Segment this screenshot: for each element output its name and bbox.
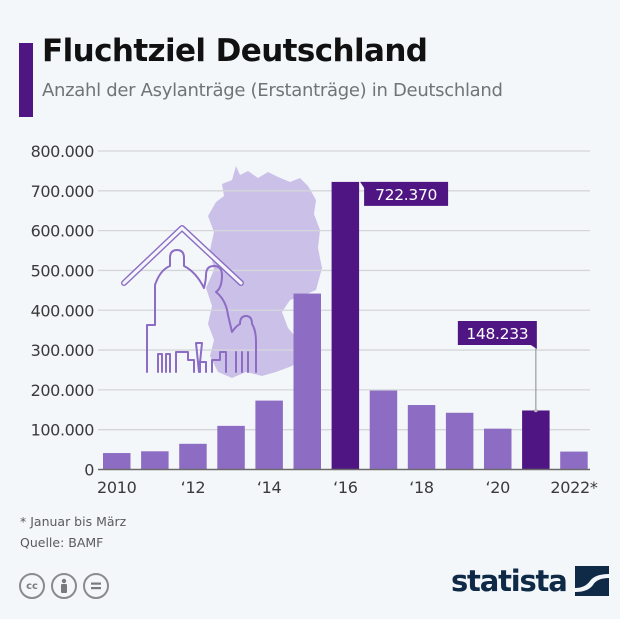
x-tick-label: ‘18 bbox=[409, 478, 434, 497]
license-icons: cc bbox=[19, 573, 109, 599]
y-tick-label: 400.000 bbox=[31, 301, 95, 320]
title-accent-bar bbox=[19, 43, 33, 117]
data-label-dot bbox=[534, 408, 538, 413]
bar-2021[interactable] bbox=[522, 410, 550, 470]
y-tick-label: 300.000 bbox=[31, 341, 95, 360]
family-house-illustration bbox=[121, 225, 257, 373]
bar-2011[interactable] bbox=[141, 451, 169, 470]
data-label-2021: 148.233 bbox=[457, 321, 538, 413]
footnote-source: Quelle: BAMF bbox=[20, 535, 104, 550]
bar-2019[interactable] bbox=[445, 412, 474, 470]
x-tick-label: 2010 bbox=[97, 478, 137, 497]
x-tick-label: ‘12 bbox=[181, 478, 206, 497]
bar-2016[interactable] bbox=[331, 181, 360, 470]
bar-2018[interactable] bbox=[407, 405, 436, 470]
x-tick-label: ‘20 bbox=[485, 478, 510, 497]
statista-wordmark: statista bbox=[451, 564, 568, 598]
statista-logo[interactable]: statista bbox=[451, 564, 609, 598]
bar-2013[interactable] bbox=[217, 425, 245, 470]
data-label-box bbox=[457, 321, 537, 349]
attribution-icon[interactable] bbox=[51, 573, 77, 599]
y-tick-label: 0 bbox=[84, 461, 94, 480]
x-tick-label: ‘16 bbox=[333, 478, 358, 497]
y-tick-label: 200.000 bbox=[31, 381, 95, 400]
bar-2015[interactable] bbox=[293, 293, 322, 470]
no-derivatives-icon[interactable] bbox=[83, 573, 109, 599]
cc-icon-text: cc bbox=[26, 580, 38, 592]
y-tick-label: 600.000 bbox=[31, 222, 95, 241]
bar-2020[interactable] bbox=[484, 428, 512, 470]
data-label-text: 722.370 bbox=[375, 186, 437, 204]
cc-icon[interactable]: cc bbox=[19, 573, 45, 599]
y-tick-label: 800.000 bbox=[31, 142, 95, 161]
bar-2017[interactable] bbox=[369, 390, 398, 470]
y-tick-label: 100.000 bbox=[31, 421, 95, 440]
bar-2012[interactable] bbox=[179, 443, 207, 470]
germany-map-illustration bbox=[206, 166, 322, 378]
x-tick-label: ‘14 bbox=[257, 478, 282, 497]
person-glyph bbox=[61, 578, 67, 593]
bar-2014[interactable] bbox=[255, 400, 283, 470]
bar-2022[interactable] bbox=[560, 451, 588, 470]
bar-2010[interactable] bbox=[103, 453, 131, 470]
statista-logo-icon bbox=[574, 566, 609, 596]
chart-subtitle: Anzahl der Asylanträge (Erstanträge) in … bbox=[42, 80, 503, 101]
chart-title: Fluchtziel Deutschland bbox=[42, 33, 428, 69]
equals-glyph bbox=[91, 582, 101, 590]
data-label-box bbox=[360, 181, 449, 206]
footnote-note: * Januar bis März bbox=[20, 514, 127, 529]
y-tick-label: 700.000 bbox=[31, 182, 95, 201]
y-tick-label: 500.000 bbox=[31, 261, 95, 280]
data-label-2016: 722.370 bbox=[360, 181, 449, 206]
data-label-text: 148.233 bbox=[466, 325, 528, 343]
x-tick-label: 2022* bbox=[550, 478, 598, 497]
